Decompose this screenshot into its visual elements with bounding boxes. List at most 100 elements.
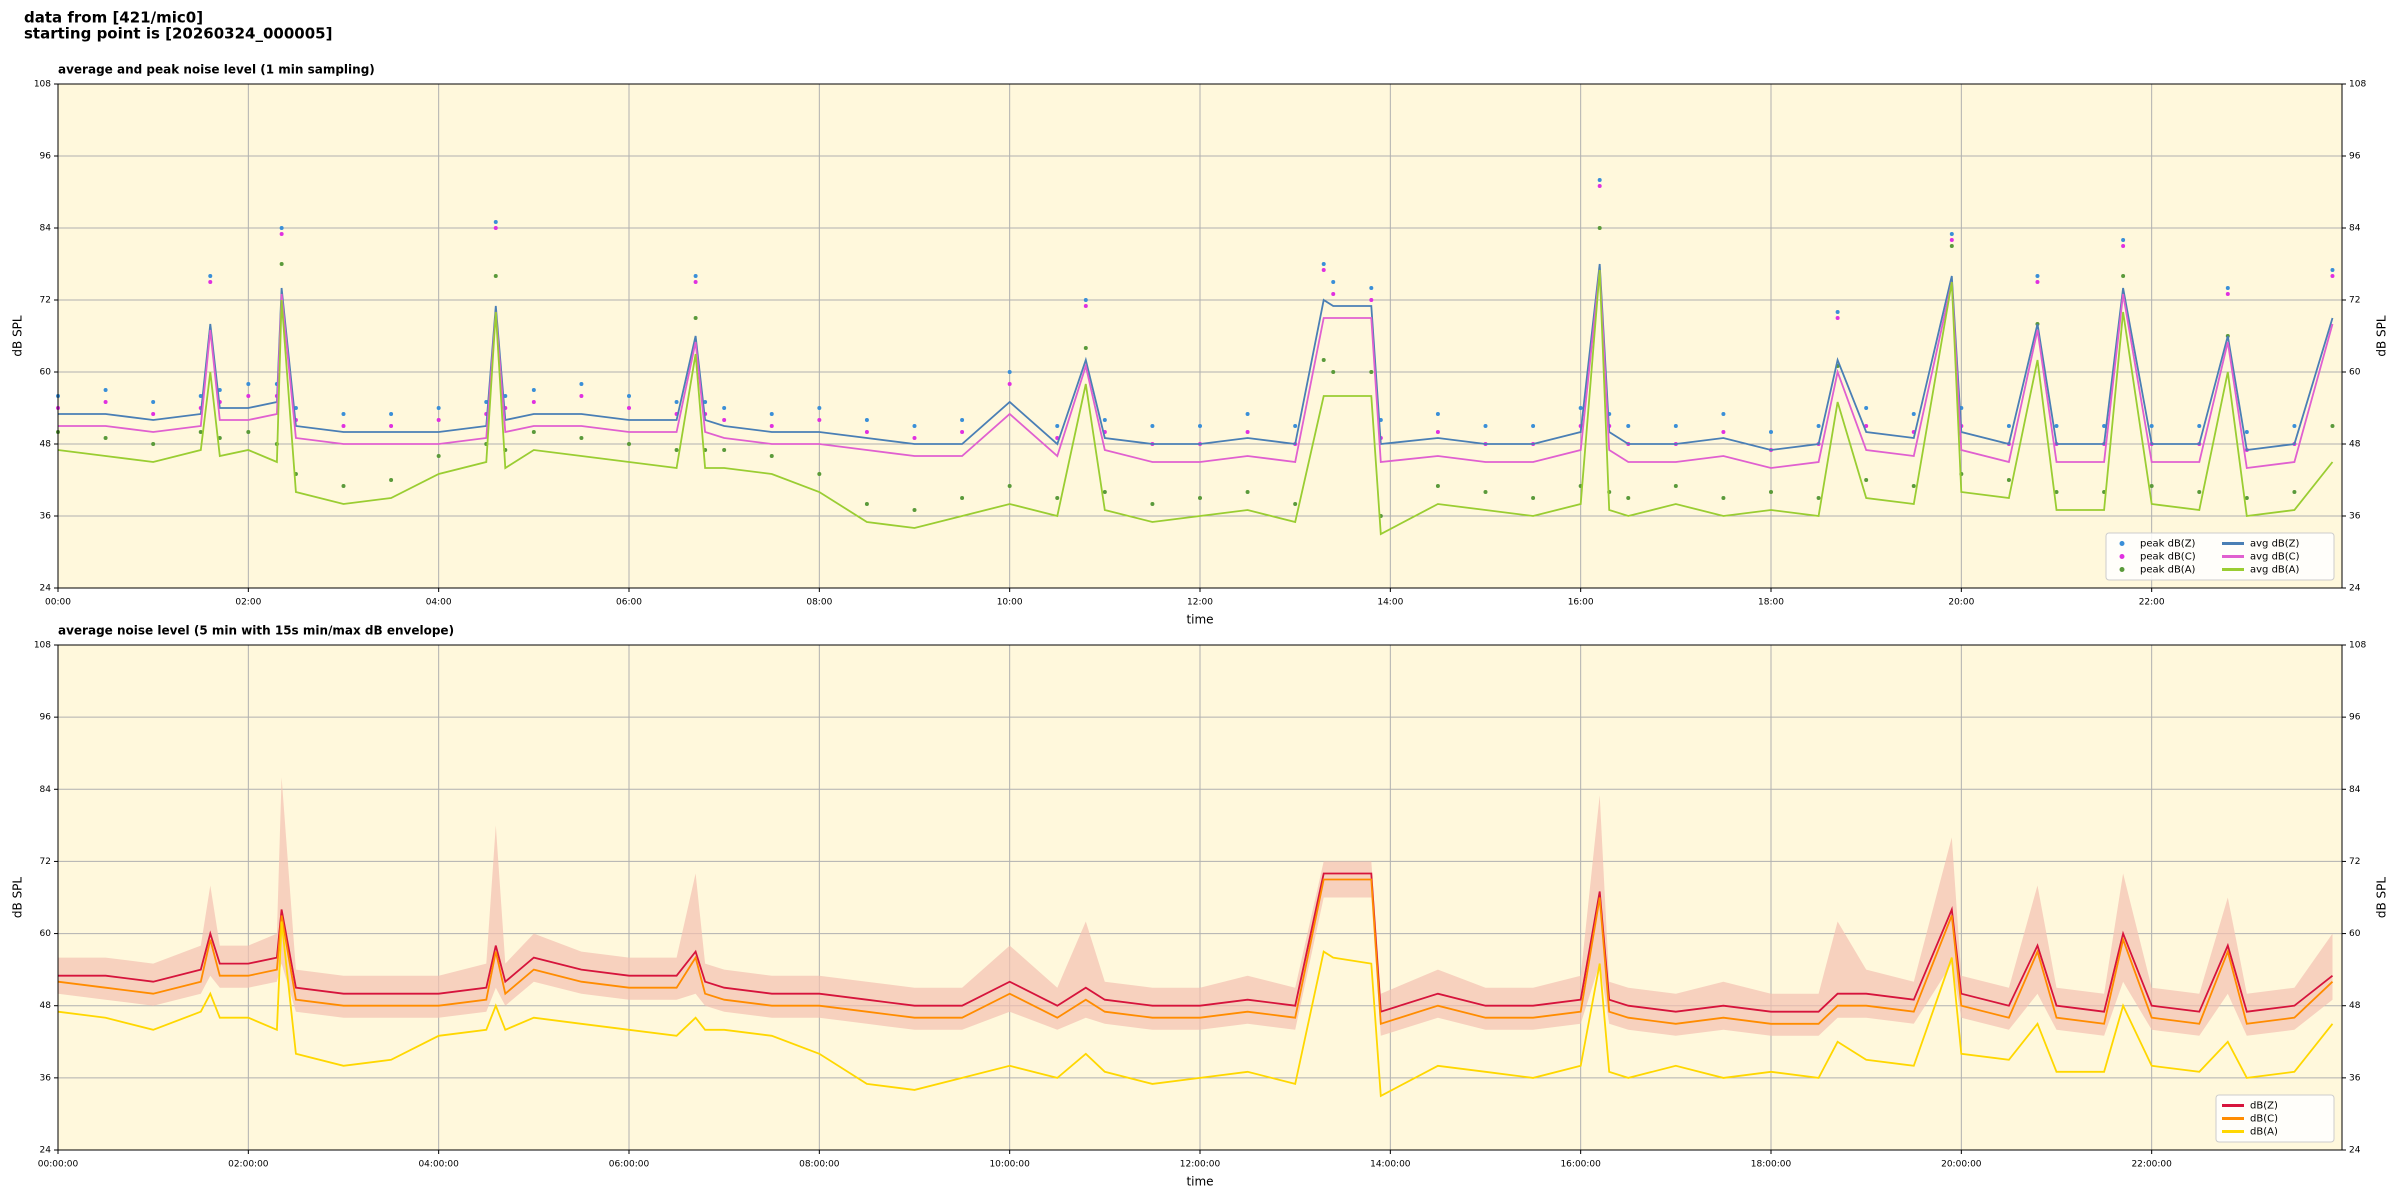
x-tick-label: 16:00 xyxy=(1568,598,1594,608)
peak-point xyxy=(674,448,679,452)
peak-point xyxy=(341,412,346,416)
peak-point xyxy=(1007,484,1012,488)
peak-point xyxy=(436,454,441,458)
x-axis-label: time xyxy=(1186,613,1213,627)
legend-label: dB(C) xyxy=(2250,1114,2278,1125)
peak-point xyxy=(2225,286,2230,290)
peak-point xyxy=(1721,496,1726,500)
y-tick-label: 36 xyxy=(40,1073,52,1083)
peak-point xyxy=(864,430,869,434)
header-line: starting point is [20260324_000005] xyxy=(24,25,332,43)
y-tick-label: 96 xyxy=(40,713,52,723)
peak-point xyxy=(1435,484,1440,488)
x-tick-label: 00:00 xyxy=(45,598,71,608)
plot-frame xyxy=(57,83,2343,589)
peak-point xyxy=(217,388,222,392)
y2-tick-label: 24 xyxy=(2349,584,2361,594)
chart-title: average noise level (5 min with 15s min/… xyxy=(58,624,454,638)
legend-label: avg dB(A) xyxy=(2250,565,2300,576)
peak-point xyxy=(279,226,284,230)
peak-point xyxy=(1835,310,1840,314)
peak-point xyxy=(1102,490,1107,494)
x-tick-label: 18:00:00 xyxy=(1751,1160,1792,1170)
y2-tick-label: 96 xyxy=(2349,713,2361,723)
peak-point xyxy=(1769,490,1773,494)
x-tick-label: 14:00 xyxy=(1377,598,1403,608)
peak-point xyxy=(1673,424,1678,428)
peak-point xyxy=(208,280,213,284)
peak-point xyxy=(703,400,708,404)
peak-point xyxy=(151,442,156,446)
chart-title: average and peak noise level (1 min samp… xyxy=(58,63,375,77)
y-tick-label: 72 xyxy=(40,296,51,306)
peak-point xyxy=(2330,268,2335,272)
peak-point xyxy=(1321,268,1326,272)
peak-point xyxy=(531,388,536,392)
peak-point xyxy=(1150,424,1155,428)
y-tick-label: 60 xyxy=(40,929,52,939)
peak-point xyxy=(1369,298,1374,302)
peak-point xyxy=(246,382,251,386)
peak-point xyxy=(2330,274,2335,278)
peak-point xyxy=(1721,430,1726,434)
y2-tick-label: 24 xyxy=(2349,1146,2361,1156)
legend-label: peak dB(Z) xyxy=(2140,539,2196,550)
peak-point xyxy=(103,400,108,404)
peak-point xyxy=(246,430,251,434)
header-line: data from [421/mic0] xyxy=(24,9,203,27)
peak-point xyxy=(2292,490,2297,494)
peak-point xyxy=(1293,502,1298,506)
peak-point xyxy=(1835,316,1840,320)
peak-point xyxy=(436,406,441,410)
peak-point xyxy=(627,442,631,446)
peak-point xyxy=(864,502,869,506)
y-axis-label: dB SPL xyxy=(11,877,25,919)
peak-point xyxy=(2292,424,2297,428)
y-tick-label: 84 xyxy=(40,785,52,795)
peak-point xyxy=(693,316,698,320)
y2-tick-label: 60 xyxy=(2349,368,2361,378)
legend-swatch xyxy=(2119,567,2125,572)
x-tick-label: 06:00 xyxy=(616,598,642,608)
plot-frame xyxy=(57,644,2343,1151)
peak-point xyxy=(2054,490,2059,494)
peak-point xyxy=(1721,412,1726,416)
peak-point xyxy=(1864,478,1869,482)
legend-label: dB(A) xyxy=(2250,1127,2278,1138)
peak-point xyxy=(912,436,917,440)
x-tick-label: 18:00 xyxy=(1758,598,1784,608)
x-tick-label: 20:00:00 xyxy=(1941,1160,1982,1170)
peak-point xyxy=(103,388,108,392)
peak-point xyxy=(1769,430,1773,434)
peak-point xyxy=(151,412,156,416)
peak-point xyxy=(1083,304,1088,308)
y-tick-label: 48 xyxy=(40,1001,52,1011)
peak-point xyxy=(1911,484,1916,488)
peak-point xyxy=(246,394,251,398)
y2-tick-label: 48 xyxy=(2349,440,2361,450)
peak-point xyxy=(2035,274,2040,278)
peak-point xyxy=(864,418,869,422)
peak-point xyxy=(960,430,965,434)
legend-label: avg dB(Z) xyxy=(2250,539,2300,550)
peak-point xyxy=(531,430,536,434)
x-tick-label: 10:00:00 xyxy=(989,1160,1030,1170)
peak-point xyxy=(1293,424,1298,428)
y2-tick-label: 84 xyxy=(2349,224,2361,234)
x-tick-label: 12:00:00 xyxy=(1180,1160,1221,1170)
peak-point xyxy=(2330,424,2335,428)
y-tick-label: 108 xyxy=(34,80,51,90)
series-line xyxy=(58,269,2334,470)
y2-tick-label: 60 xyxy=(2349,929,2361,939)
peak-point xyxy=(1331,292,1336,296)
x-tick-label: 08:00 xyxy=(806,598,832,608)
peak-point xyxy=(1321,262,1326,266)
series-line xyxy=(57,878,2334,1026)
peak-point xyxy=(2121,238,2126,242)
peak-point xyxy=(2244,496,2249,500)
peak-point xyxy=(436,418,441,422)
peak-point xyxy=(389,412,394,416)
peak-point xyxy=(1245,490,1250,494)
y-tick-label: 48 xyxy=(40,440,52,450)
